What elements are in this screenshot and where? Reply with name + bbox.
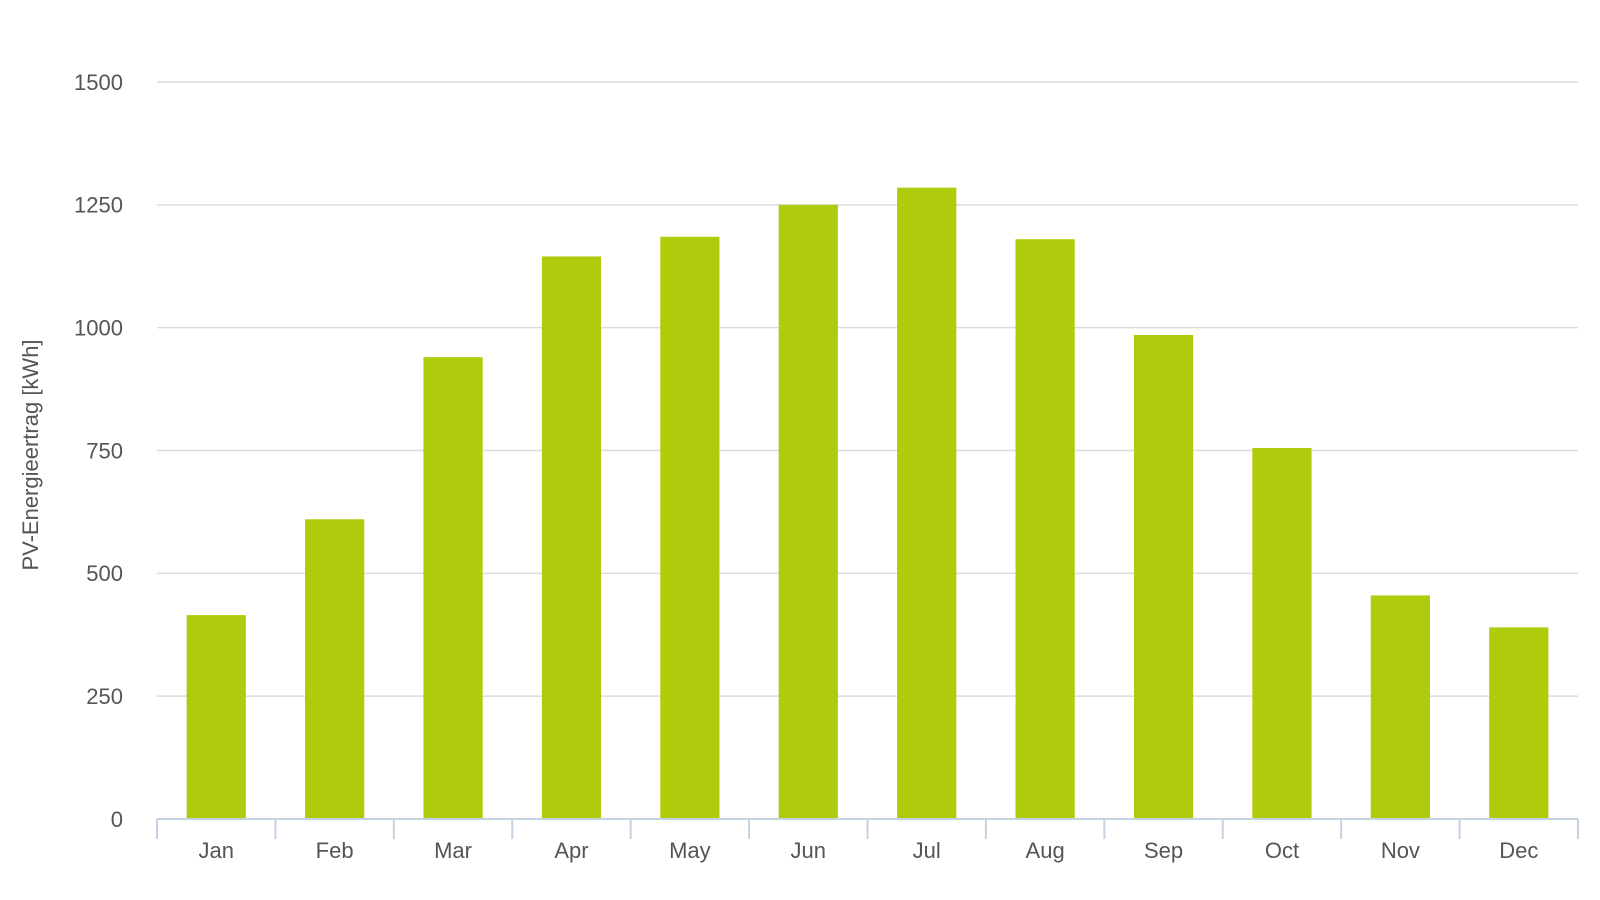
y-tick-label: 0 bbox=[111, 807, 123, 832]
x-tick-label: Jan bbox=[198, 838, 233, 863]
x-tick-label: May bbox=[669, 838, 711, 863]
x-tick-label: Apr bbox=[554, 838, 588, 863]
x-tick-label: Sep bbox=[1144, 838, 1183, 863]
bar bbox=[423, 357, 483, 819]
bar bbox=[660, 236, 720, 819]
bar bbox=[1133, 335, 1194, 819]
bar bbox=[1370, 595, 1430, 819]
y-tick-label: 1500 bbox=[74, 70, 123, 95]
y-axis-label: PV-Energieertrag [kWh] bbox=[18, 339, 43, 570]
bar bbox=[778, 204, 838, 820]
bar bbox=[1015, 239, 1075, 819]
bar bbox=[897, 187, 957, 820]
bar bbox=[541, 256, 602, 819]
y-tick-label: 1000 bbox=[74, 315, 123, 340]
x-tick-label: Jun bbox=[791, 838, 826, 863]
x-tick-label: Jul bbox=[913, 838, 941, 863]
x-tick-label: Mar bbox=[434, 838, 472, 863]
y-tick-label: 750 bbox=[86, 438, 123, 463]
bar bbox=[186, 615, 246, 819]
bar bbox=[1252, 448, 1312, 819]
x-tick-label: Aug bbox=[1026, 838, 1065, 863]
bar bbox=[305, 519, 365, 819]
x-tick-label: Feb bbox=[316, 838, 354, 863]
x-tick-label: Oct bbox=[1265, 838, 1299, 863]
y-tick-label: 500 bbox=[86, 561, 123, 586]
y-tick-label: 250 bbox=[86, 684, 123, 709]
x-tick-label: Nov bbox=[1381, 838, 1420, 863]
x-tick-label: Dec bbox=[1499, 838, 1538, 863]
y-tick-label: 1250 bbox=[74, 193, 123, 218]
bar bbox=[1489, 627, 1549, 819]
